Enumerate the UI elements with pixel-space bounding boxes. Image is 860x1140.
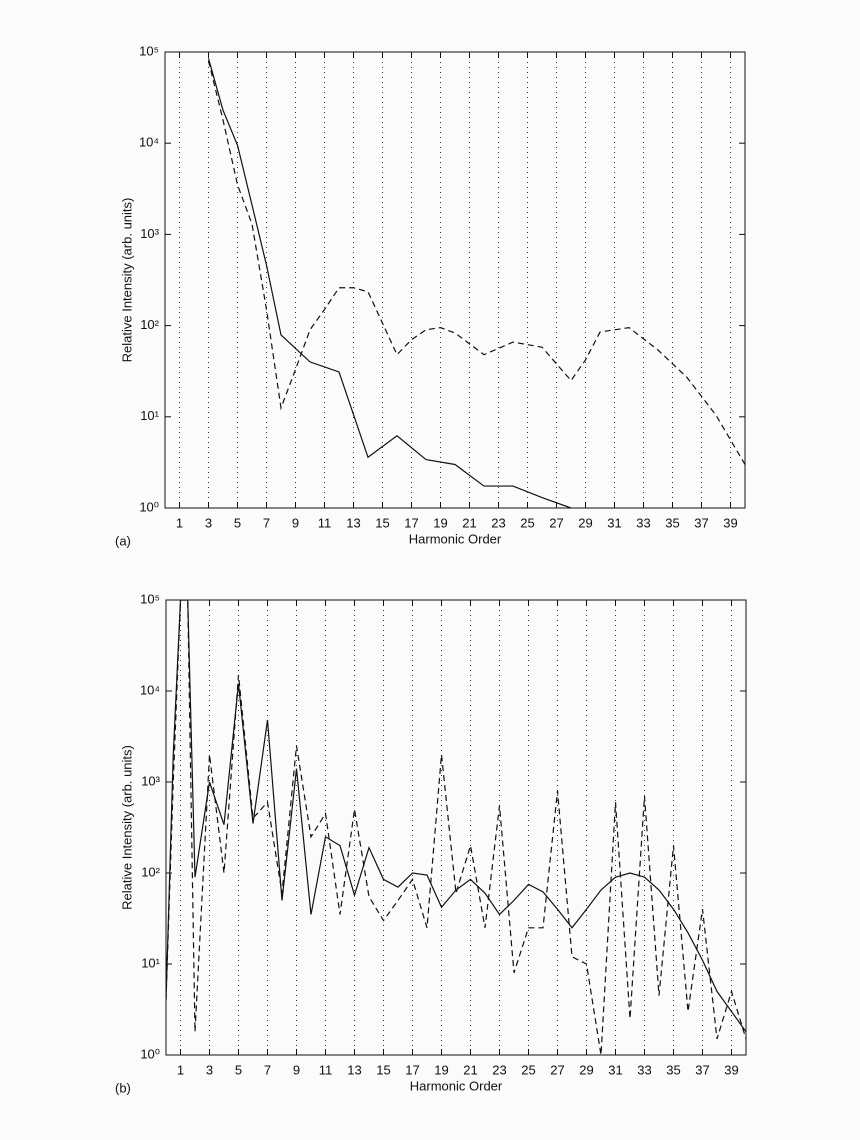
x-tick-label: 35	[666, 1062, 680, 1077]
x-tick-label: 39	[723, 515, 737, 530]
x-tick-label: 3	[206, 1062, 213, 1077]
x-tick-label: 37	[694, 515, 708, 530]
y-axis-label: Relative Intensity (arb. units)	[119, 198, 134, 363]
x-tick-label: 27	[550, 1062, 564, 1077]
x-axis-label: Harmonic Order	[409, 531, 502, 546]
y-tick-label: 10³	[140, 226, 159, 241]
x-tick-label: 9	[292, 515, 299, 530]
x-tick-label: 1	[176, 515, 183, 530]
x-tick-label: 33	[637, 1062, 651, 1077]
panel-label: (b)	[115, 1080, 131, 1095]
x-tick-label: 17	[404, 515, 418, 530]
x-tick-label: 15	[375, 515, 389, 530]
x-tick-label: 25	[520, 515, 534, 530]
data-line	[166, 600, 746, 1033]
x-tick-label: 7	[264, 1062, 271, 1077]
x-tick-label: 35	[665, 515, 679, 530]
y-tick-label: 10¹	[140, 408, 159, 423]
y-tick-label: 10⁵	[140, 591, 160, 606]
y-tick-label: 10⁵	[139, 43, 159, 58]
x-tick-label: 31	[607, 515, 621, 530]
panel-label: (a)	[115, 533, 131, 548]
y-tick-label: 10⁰	[140, 1046, 160, 1061]
y-tick-label: 10⁰	[139, 499, 159, 514]
x-tick-label: 1	[177, 1062, 184, 1077]
x-tick-label: 33	[636, 515, 650, 530]
x-tick-label: 23	[492, 1062, 506, 1077]
x-tick-label: 13	[346, 515, 360, 530]
x-tick-label: 5	[235, 1062, 242, 1077]
x-tick-label: 27	[549, 515, 563, 530]
x-tick-label: 21	[462, 515, 476, 530]
x-tick-label: 23	[491, 515, 505, 530]
x-tick-label: 5	[234, 515, 241, 530]
chart-panel: 1 3 5 7 9 11 13 15 17 19 21 23 25 27 29 31 33 35 37 3910⁰10…	[115, 591, 747, 1095]
x-tick-label: 29	[578, 515, 592, 530]
x-tick-label: 13	[347, 1062, 361, 1077]
x-tick-label: 37	[695, 1062, 709, 1077]
x-tick-label: 39	[724, 1062, 738, 1077]
x-tick-label: 3	[205, 515, 212, 530]
y-tick-label: 10²	[140, 317, 159, 332]
x-tick-label: 11	[319, 1062, 333, 1077]
x-tick-label: 19	[433, 515, 447, 530]
x-tick-label: 11	[318, 515, 332, 530]
y-tick-label: 10¹	[141, 955, 160, 970]
y-tick-label: 10⁴	[139, 135, 159, 150]
x-tick-label: 9	[293, 1062, 300, 1077]
plot-frame	[165, 599, 747, 1056]
y-tick-label: 10²	[141, 864, 160, 879]
y-axis-label: Relative Intensity (arb. units)	[119, 745, 134, 910]
chart-panel: 1 3 5 7 9 11 13 15 17 19 21 23 25 27 29 31 33 35 37 3910⁰10…	[115, 43, 746, 548]
x-tick-label: 7	[263, 515, 270, 530]
x-tick-label: 19	[434, 1062, 448, 1077]
y-tick-label: 10⁴	[140, 682, 160, 697]
y-tick-label: 10³	[141, 773, 160, 788]
data-line	[207, 60, 745, 465]
x-axis-label: Harmonic Order	[410, 1078, 503, 1093]
x-tick-label: 25	[521, 1062, 535, 1077]
data-line	[166, 600, 746, 1055]
plot-frame	[164, 51, 746, 509]
data-line	[207, 58, 572, 508]
x-tick-label: 31	[608, 1062, 622, 1077]
x-tick-label: 29	[579, 1062, 593, 1077]
x-tick-label: 17	[405, 1062, 419, 1077]
x-tick-label: 21	[463, 1062, 477, 1077]
x-tick-label: 15	[376, 1062, 390, 1077]
